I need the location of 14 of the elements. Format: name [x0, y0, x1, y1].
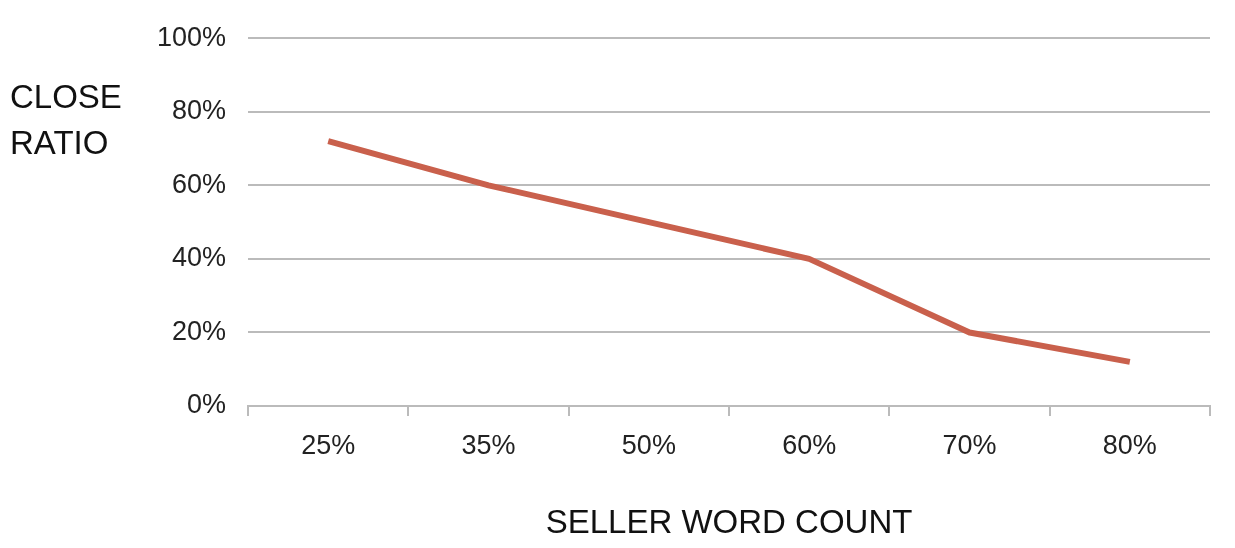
x-tick-label: 60% [782, 429, 837, 460]
x-tick-label: 80% [1102, 429, 1157, 460]
y-axis-title: CLOSE RATIO [10, 77, 123, 163]
y-tick-label: 100% [156, 21, 227, 52]
y-tick-label: 80% [172, 95, 227, 126]
y-tick-label: 0% [187, 389, 227, 420]
y-tick-label: 20% [172, 315, 227, 346]
x-tick-label: 70% [942, 429, 997, 460]
x-axis-title: SELLER WORD COUNT [545, 503, 913, 541]
y-tick-label: 60% [172, 168, 227, 199]
x-tick-label: 35% [461, 429, 516, 460]
y-tick-label: 40% [172, 242, 227, 273]
x-tick-label: 50% [621, 429, 676, 460]
x-tick-label: 25% [301, 429, 356, 460]
